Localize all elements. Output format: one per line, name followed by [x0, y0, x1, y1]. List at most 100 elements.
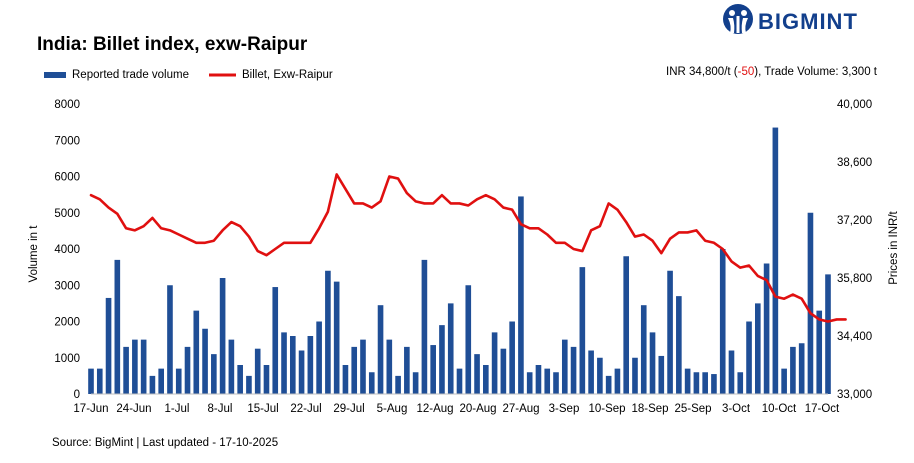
volume-bar — [579, 267, 586, 395]
volume-bar — [658, 355, 665, 394]
x-tick-label: 24-Jun — [116, 403, 151, 415]
volume-bar — [298, 350, 305, 394]
x-tick-label: 29-Jul — [333, 403, 364, 415]
volume-bar — [500, 348, 507, 394]
summary-suffix: ), Trade Volume: 3,300 t — [754, 66, 878, 78]
legend-bar-label: Reported trade volume — [72, 69, 189, 81]
right-tick-label: 37,200 — [837, 215, 872, 227]
volume-bar — [412, 372, 419, 394]
x-tick-label: 5-Aug — [377, 403, 408, 415]
x-tick-label: 12-Aug — [416, 403, 453, 415]
volume-bar — [421, 259, 428, 395]
volume-bar — [395, 375, 401, 395]
volume-bar — [132, 339, 138, 395]
volume-bar — [816, 310, 823, 395]
volume-bar — [272, 287, 279, 394]
x-tick-label: 8-Jul — [208, 403, 233, 415]
volume-bar — [544, 368, 551, 395]
volume-bar — [193, 310, 200, 395]
volume-bar — [263, 365, 270, 394]
volume-bar — [158, 368, 164, 395]
volume-bar — [237, 365, 243, 394]
x-tick-label: 22-Jul — [290, 403, 321, 415]
volume-bar — [702, 372, 708, 394]
volume-bar — [605, 375, 612, 395]
x-axis-ticks: 17-Jun 24-Jun 1-Jul 8-Jul 15-Jul 22-Jul 29-Jul… — [73, 403, 840, 415]
volume-bar — [333, 281, 340, 395]
volume-bar — [561, 339, 568, 395]
volume-bar — [509, 321, 515, 394]
volume-bar — [140, 339, 147, 395]
right-tick-label: 35,800 — [837, 273, 872, 285]
chart-title: India: Billet index, exw-Raipur — [37, 34, 308, 55]
legend-line-label: Billet, Exw-Raipur — [242, 69, 333, 81]
left-tick-label: 7000 — [54, 135, 80, 147]
summary-prefix: INR 34,800/t ( — [666, 66, 738, 78]
volume-bar — [96, 368, 103, 395]
left-tick-label: 4000 — [54, 244, 80, 256]
volume-bar — [684, 368, 691, 395]
volume-bar — [342, 365, 349, 394]
volume-bar — [711, 374, 717, 394]
volume-bar — [88, 368, 94, 395]
volume-bar — [228, 339, 235, 395]
legend-bar-swatch — [44, 72, 66, 78]
volume-bar — [430, 345, 436, 394]
volume-bar — [570, 346, 577, 395]
source-note: Source: BigMint | Last updated - 17-10-2… — [52, 437, 278, 449]
left-tick-label: 5000 — [54, 208, 80, 220]
volume-bar — [105, 297, 112, 394]
volume-bar — [553, 372, 559, 394]
legend: Reported trade volume Billet, Exw-Raipur — [44, 69, 333, 81]
volume-bar — [474, 354, 480, 395]
volume-bar — [693, 372, 700, 394]
volume-bar — [772, 127, 779, 394]
volume-bar — [167, 285, 173, 394]
volume-bar — [676, 296, 682, 395]
volume-bar — [281, 332, 287, 395]
volume-bar — [447, 303, 454, 395]
volume-bar — [114, 259, 121, 395]
volume-bar — [737, 372, 744, 394]
left-tick-label: 1000 — [54, 353, 80, 365]
summary-change: -50 — [738, 66, 755, 78]
right-axis-ticks: 33,000 34,400 35,800 37,200 38,600 40,000 — [837, 99, 872, 401]
volume-bar — [526, 372, 533, 394]
volume-bar — [404, 346, 410, 395]
volume-bar — [254, 348, 261, 394]
left-axis-ticks: 0 1000 2000 3000 4000 5000 6000 7000 8000 — [54, 99, 80, 401]
volume-bar — [640, 305, 647, 394]
volume-bar — [746, 321, 752, 394]
x-tick-label: 3-Oct — [722, 403, 751, 415]
x-tick-label: 27-Aug — [502, 403, 539, 415]
volume-bar — [246, 375, 252, 395]
x-tick-label: 3-Sep — [549, 403, 580, 415]
volume-bar — [667, 270, 673, 394]
x-tick-label: 15-Jul — [247, 403, 278, 415]
left-axis-title: Volume in t — [28, 225, 40, 283]
volume-bar — [377, 305, 384, 394]
right-tick-label: 40,000 — [837, 99, 872, 111]
volume-bar — [289, 336, 296, 394]
volume-bar — [597, 357, 603, 394]
volume-bar — [614, 368, 621, 395]
volume-bar — [184, 346, 191, 395]
price-line-group — [89, 173, 847, 323]
volume-bar — [307, 336, 314, 394]
left-tick-label: 3000 — [54, 280, 80, 292]
volume-bar — [211, 354, 217, 395]
volume-bar — [202, 328, 208, 394]
volume-bar — [465, 285, 472, 394]
volume-bar — [483, 365, 489, 394]
volume-bar — [325, 270, 331, 394]
volume-bar — [623, 256, 630, 394]
price-summary: INR 34,800/t (-50), Trade Volume: 3,300 … — [666, 66, 878, 78]
right-tick-label: 33,000 — [837, 389, 872, 401]
volume-bar — [491, 332, 498, 395]
left-tick-label: 2000 — [54, 317, 80, 329]
volume-bar — [368, 372, 375, 394]
x-tick-label: 17-Jun — [73, 403, 108, 415]
right-tick-label: 38,600 — [837, 157, 872, 169]
volume-bar — [175, 368, 182, 395]
